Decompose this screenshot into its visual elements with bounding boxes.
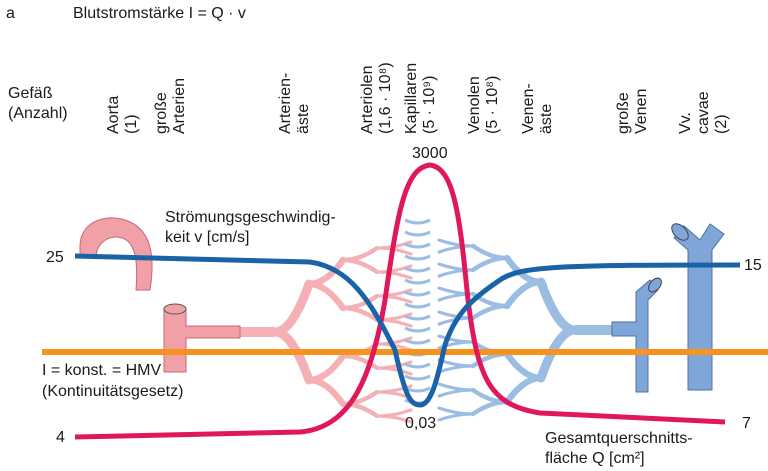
column-label: Venen <box>633 89 650 134</box>
column-label: (5 · 10⁸) <box>484 76 501 134</box>
cross-section-label: fläche Q [cm²] <box>545 450 645 467</box>
column-label: (1,6 · 10⁸) <box>377 62 394 134</box>
column-label: äste <box>295 104 312 134</box>
capillary <box>404 230 431 237</box>
cross-section-label: Gesamtquerschnitts- <box>545 430 693 447</box>
vein-opening <box>648 277 662 293</box>
capillary <box>404 338 431 345</box>
capillary <box>404 218 431 225</box>
column-label: große <box>615 92 632 134</box>
column-label: (2) <box>713 114 730 134</box>
vessel-branch <box>305 352 347 384</box>
velocity-label: keit v [cm/s] <box>165 229 249 246</box>
vessel-branch <box>536 325 580 383</box>
vessel-branch <box>536 277 580 335</box>
vessel-branch <box>470 399 510 417</box>
vessel-branch <box>437 268 475 278</box>
cross-section-end: 7 <box>742 415 751 432</box>
vessel-branch <box>305 280 347 312</box>
capillary <box>404 386 431 393</box>
vessel-branch <box>375 414 413 424</box>
vessel-branch <box>305 376 347 408</box>
vessel-branch <box>470 255 510 273</box>
column-label: äste <box>538 104 555 134</box>
aorta <box>79 217 153 291</box>
artery-opening <box>163 303 187 315</box>
vessel-branch <box>437 244 475 254</box>
flow-label: I = konst. = HMV <box>42 362 161 379</box>
velocity-curve <box>74 253 741 408</box>
vessel-branch <box>340 353 380 371</box>
vessel-branch <box>375 270 413 280</box>
vessel-branch <box>340 257 380 275</box>
column-label: Aorta <box>105 96 122 134</box>
column-label: cavae <box>695 91 712 134</box>
capillary <box>404 362 431 369</box>
vessel-branch <box>503 350 545 382</box>
title: Blutstromstärke I = Q · v <box>73 5 246 22</box>
velocity-label: Strömungsgeschwindig- <box>165 209 336 226</box>
capillary <box>404 314 431 321</box>
vessel-branch <box>470 303 510 321</box>
velocity-start: 25 <box>46 249 64 266</box>
column-label: Venen- <box>520 83 537 134</box>
capillary <box>404 290 431 297</box>
row-header: Gefäß <box>8 85 53 102</box>
vessel-branch <box>503 278 545 310</box>
capillary <box>404 302 431 309</box>
capillary <box>404 242 431 249</box>
vessel-branch <box>375 294 413 304</box>
vena-cava <box>673 223 725 391</box>
vessel-branch <box>437 292 475 302</box>
column-label: große <box>153 92 170 134</box>
vessel-branch <box>375 366 413 376</box>
velocity-end: 15 <box>744 257 762 274</box>
vessel-branch <box>437 364 475 374</box>
flow-label: (Kontinuitätsgesetz) <box>42 383 183 400</box>
capillary <box>404 266 431 273</box>
column-label: Arteriolen <box>359 66 376 134</box>
capillary <box>404 278 431 285</box>
row-header: (Anzahl) <box>8 105 68 122</box>
vessel-branch <box>437 388 475 398</box>
vessel-branch <box>340 401 380 419</box>
capillary <box>404 254 431 261</box>
vessel-branch <box>503 374 545 406</box>
capillary <box>404 326 431 333</box>
vessel-branch <box>437 340 475 350</box>
vein <box>611 279 659 393</box>
vessel-branch <box>270 279 314 337</box>
vessel-branch <box>340 305 380 323</box>
vessel-network <box>236 218 615 424</box>
cross-section-curve <box>74 162 726 440</box>
max-label: 3000 <box>412 145 448 162</box>
vessel-branch <box>437 412 475 422</box>
artery <box>163 309 241 373</box>
column-label: Arterien- <box>277 73 294 134</box>
column-label: Arterien <box>171 78 188 134</box>
cross-section-start: 4 <box>56 429 65 446</box>
column-label: (1) <box>123 114 140 134</box>
column-label: (5 · 10⁹) <box>421 76 438 134</box>
vessel-branch <box>270 327 314 385</box>
vena-cava-opening <box>671 223 689 241</box>
capillary <box>404 374 431 381</box>
column-label: Venolen <box>466 76 483 134</box>
column-label: Kapillaren <box>403 63 420 134</box>
velocity-min: 0,03 <box>405 415 436 432</box>
column-label: Vv. <box>677 112 694 134</box>
panel-label: a <box>6 5 15 22</box>
